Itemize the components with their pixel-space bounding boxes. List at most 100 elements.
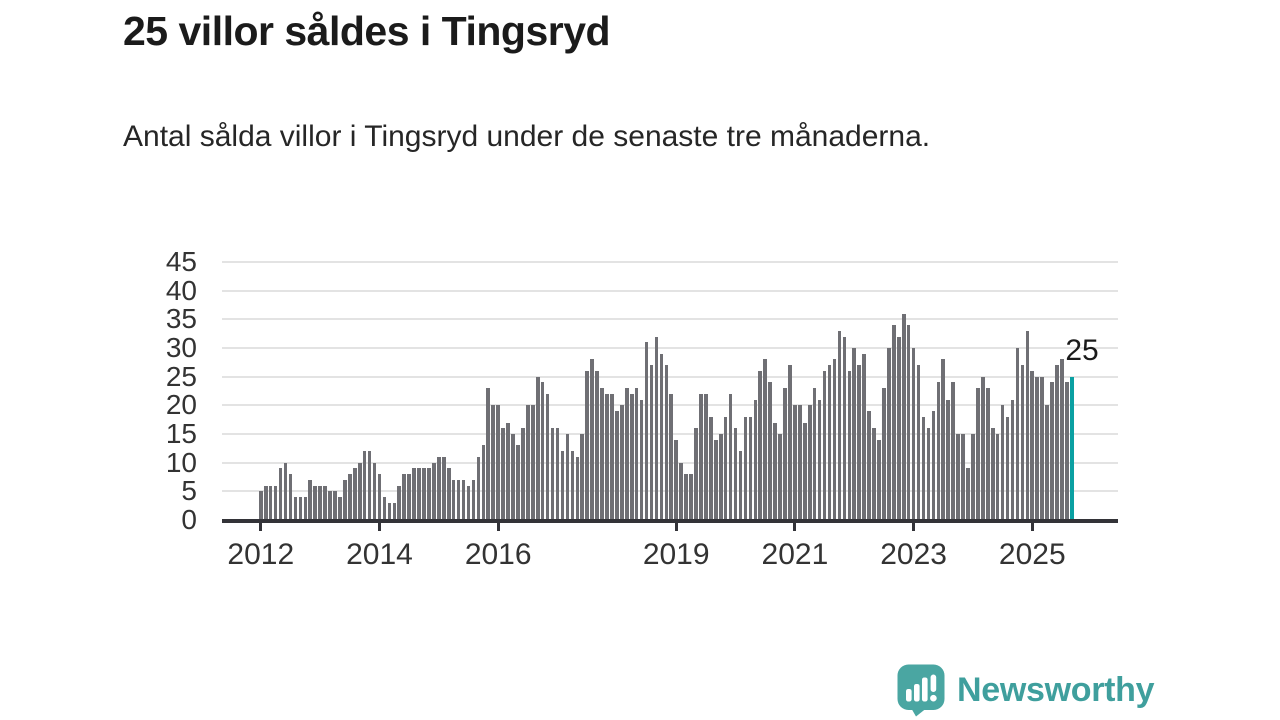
- bar: [936, 382, 941, 520]
- bar: [1020, 365, 1025, 520]
- bar: [713, 439, 718, 520]
- bar: [981, 376, 985, 520]
- bar: [931, 411, 936, 520]
- bar: [362, 451, 367, 520]
- bar: [298, 497, 303, 520]
- bar: [1040, 376, 1044, 520]
- bar: [402, 474, 406, 520]
- bar: [748, 416, 753, 520]
- bar: [506, 422, 510, 520]
- bar: [456, 479, 461, 520]
- bar: [783, 388, 787, 520]
- gridline: [222, 318, 1118, 321]
- bar: [896, 336, 901, 520]
- bar: [417, 468, 421, 520]
- bar: [743, 416, 748, 520]
- bar: [827, 365, 832, 520]
- y-axis-tick-label: 5: [181, 475, 197, 507]
- bar: [872, 428, 876, 520]
- bar: [763, 359, 768, 520]
- bar: [422, 468, 426, 520]
- bar: [526, 405, 530, 520]
- x-axis-tick: [259, 522, 263, 531]
- x-axis-tick-label: 2012: [227, 538, 295, 571]
- bar: [1065, 382, 1069, 520]
- bar: [521, 428, 525, 520]
- bar: [966, 468, 970, 520]
- bar: [644, 342, 649, 520]
- bar: [822, 370, 827, 520]
- bar: [793, 405, 797, 520]
- bar: [501, 428, 505, 520]
- bar: [718, 434, 723, 520]
- bar: [946, 399, 950, 520]
- bar: [1015, 348, 1020, 520]
- bar: [911, 348, 916, 520]
- bar: [852, 348, 857, 520]
- bar: [1010, 399, 1015, 520]
- bar: [397, 485, 402, 520]
- gridline: [222, 289, 1118, 292]
- bar: [921, 416, 926, 520]
- bar: [486, 388, 491, 520]
- x-axis-tick: [496, 522, 500, 531]
- x-axis-tick-label: 2014: [346, 538, 413, 571]
- x-axis-tick-label: 2025: [998, 538, 1066, 571]
- bar: [565, 434, 570, 520]
- bar: [798, 405, 802, 520]
- latest-value-label: 25: [1065, 334, 1099, 367]
- bar: [659, 353, 664, 520]
- y-axis-tick-label: 20: [165, 389, 197, 421]
- bar: [887, 348, 891, 520]
- newsworthy-logo-icon: [897, 664, 945, 717]
- bar: [288, 474, 293, 520]
- bar: [590, 359, 594, 520]
- bar: [990, 428, 995, 520]
- bar: [842, 336, 847, 520]
- y-axis-tick-label: 45: [165, 246, 197, 277]
- bar: [1025, 330, 1030, 520]
- bar: [377, 474, 382, 520]
- bar: [372, 462, 377, 520]
- bar: [674, 439, 678, 520]
- y-axis-tick-label: 0: [181, 504, 197, 535]
- bar: [446, 468, 451, 520]
- bar: [278, 468, 283, 520]
- bar: [323, 485, 327, 520]
- bar: [634, 388, 639, 520]
- bar: [343, 479, 347, 520]
- bar: [451, 479, 456, 520]
- bar: [976, 388, 980, 520]
- bar: [862, 353, 866, 520]
- bar: [788, 365, 792, 520]
- bar: [540, 382, 545, 520]
- bar: [352, 468, 357, 520]
- x-axis-tick: [912, 522, 916, 531]
- bar: [600, 388, 604, 520]
- bar: [1030, 370, 1035, 520]
- bar: [511, 434, 515, 520]
- bar: [491, 405, 496, 520]
- bar: [535, 376, 540, 520]
- bar: [1035, 376, 1040, 520]
- bar: [516, 445, 520, 520]
- bar: [481, 445, 486, 520]
- bar: [956, 434, 960, 520]
- bar: [263, 485, 268, 520]
- x-axis-tick: [1030, 522, 1034, 531]
- bar: [867, 411, 871, 520]
- bar: [268, 485, 273, 520]
- bar: [570, 451, 575, 520]
- bar: [338, 497, 342, 520]
- x-axis-tick: [674, 522, 678, 531]
- bar: [545, 393, 550, 520]
- bar: [679, 462, 683, 520]
- bar: [629, 393, 634, 520]
- bar: [694, 428, 698, 520]
- bar: [461, 479, 466, 520]
- chart-title: 25 villor såldes i Tingsryd: [123, 8, 611, 54]
- y-axis-tick-label: 10: [165, 446, 197, 478]
- bar: [723, 416, 728, 520]
